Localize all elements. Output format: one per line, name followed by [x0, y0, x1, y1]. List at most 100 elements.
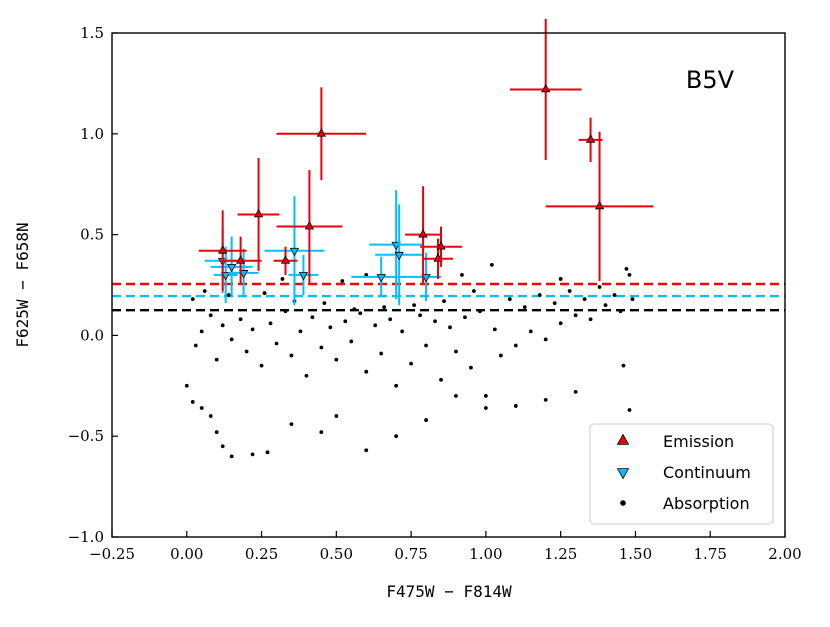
x-axis-label: F475W − F814W — [386, 582, 512, 601]
absorption-point — [304, 373, 309, 378]
y-tick-label: 1.5 — [80, 24, 104, 42]
emission-marker — [585, 134, 596, 143]
absorption-point — [229, 454, 234, 459]
emission-marker — [235, 255, 246, 264]
absorption-point — [289, 422, 294, 427]
absorption-point — [573, 313, 578, 318]
absorption-point — [364, 369, 369, 374]
absorption-point — [439, 377, 443, 382]
absorption-point — [537, 293, 542, 297]
legend-emission-label: Emission — [663, 432, 734, 451]
emission-point — [273, 246, 298, 275]
absorption-point — [603, 303, 608, 308]
absorption-point — [268, 321, 273, 326]
absorption-point — [319, 345, 324, 350]
absorption-point — [220, 323, 225, 328]
absorption-point — [442, 299, 446, 304]
legend-absorption-label: Absorption — [663, 494, 750, 513]
absorption-point — [190, 400, 195, 404]
absorption-point — [489, 262, 494, 267]
absorption-point — [582, 297, 587, 302]
emission-point — [276, 170, 343, 283]
legend-emission-marker — [616, 433, 630, 445]
axes-layer: −0.25 0.00 0.25 0.50 0.75 1.00 1.25 1.50 1.75 2.0… — [68, 24, 802, 563]
emission-marker — [594, 200, 605, 210]
absorption-point — [400, 329, 405, 334]
x-tick-label: 1.00 — [469, 545, 502, 563]
absorption-point — [624, 266, 629, 271]
absorption-point — [280, 277, 285, 281]
absorption-point — [199, 406, 204, 410]
absorption-point — [274, 341, 279, 346]
absorption-point — [460, 273, 464, 277]
absorption-point — [507, 297, 512, 302]
emission-marker — [418, 229, 428, 238]
legend-box — [589, 423, 774, 525]
absorption-point — [208, 414, 213, 418]
absorption-point — [492, 327, 497, 332]
y-tick-label: 0.0 — [80, 326, 104, 344]
emission-marker — [316, 128, 327, 137]
emission-marker — [541, 83, 551, 93]
absorption-point — [373, 323, 378, 328]
continuum-point — [375, 204, 424, 306]
absorption-point — [214, 357, 219, 362]
absorption-point — [310, 315, 315, 320]
emission-point — [276, 87, 367, 181]
absorption-point — [379, 351, 384, 356]
continuum-marker — [394, 251, 404, 261]
continuum-point — [351, 256, 412, 298]
continuum-marker — [289, 247, 300, 257]
continuum-point — [288, 254, 319, 296]
absorption-point — [558, 277, 563, 281]
absorption-point — [208, 313, 213, 318]
absorption-point — [448, 325, 452, 330]
absorption-point — [193, 343, 198, 348]
absorption-point — [394, 383, 399, 388]
absorption-point — [259, 363, 264, 368]
absorption-point — [343, 319, 348, 324]
absorption-point — [334, 414, 339, 418]
absorption-point — [567, 289, 572, 293]
y-axis-label: F625W − F658N — [13, 222, 32, 347]
absorption-point — [597, 285, 602, 289]
absorption-point — [412, 303, 417, 308]
absorption-point — [454, 393, 458, 398]
absorption-point — [319, 430, 324, 435]
absorption-point — [424, 418, 428, 422]
x-tick-label: 1.25 — [544, 545, 577, 563]
emission-marker — [436, 241, 446, 250]
x-tick-label: 2.00 — [768, 545, 801, 563]
absorption-point — [612, 293, 617, 297]
absorption-point — [202, 289, 207, 293]
absorption-point — [322, 301, 327, 306]
absorption-point — [352, 307, 357, 312]
absorption-point — [573, 389, 578, 394]
legend-absorption-marker — [620, 500, 626, 506]
emission-point — [219, 236, 262, 285]
absorption-point — [409, 361, 414, 366]
absorption-point — [199, 329, 204, 334]
absorption-point — [433, 319, 437, 324]
absorption-point — [340, 279, 345, 283]
absorption-point — [627, 408, 632, 412]
absorption-point — [478, 309, 482, 314]
absorption-point — [618, 309, 623, 314]
legend-continuum-marker — [616, 468, 630, 480]
x-tick-label: −0.25 — [89, 545, 135, 563]
absorption-point — [627, 273, 632, 277]
continuum-point — [264, 196, 325, 306]
absorption-point — [328, 325, 333, 330]
continuum-marker — [298, 272, 309, 281]
absorption-point — [463, 315, 467, 320]
absorption-point — [226, 293, 231, 297]
absorption-point — [472, 289, 476, 293]
absorption-point — [621, 363, 626, 368]
emission-marker — [217, 245, 228, 254]
absorption-point — [588, 317, 593, 322]
emission-point — [420, 226, 462, 267]
emission-marker — [304, 220, 315, 230]
absorption-point — [528, 329, 533, 334]
absorption-point — [220, 444, 225, 449]
x-tick-label: 1.50 — [619, 545, 652, 563]
